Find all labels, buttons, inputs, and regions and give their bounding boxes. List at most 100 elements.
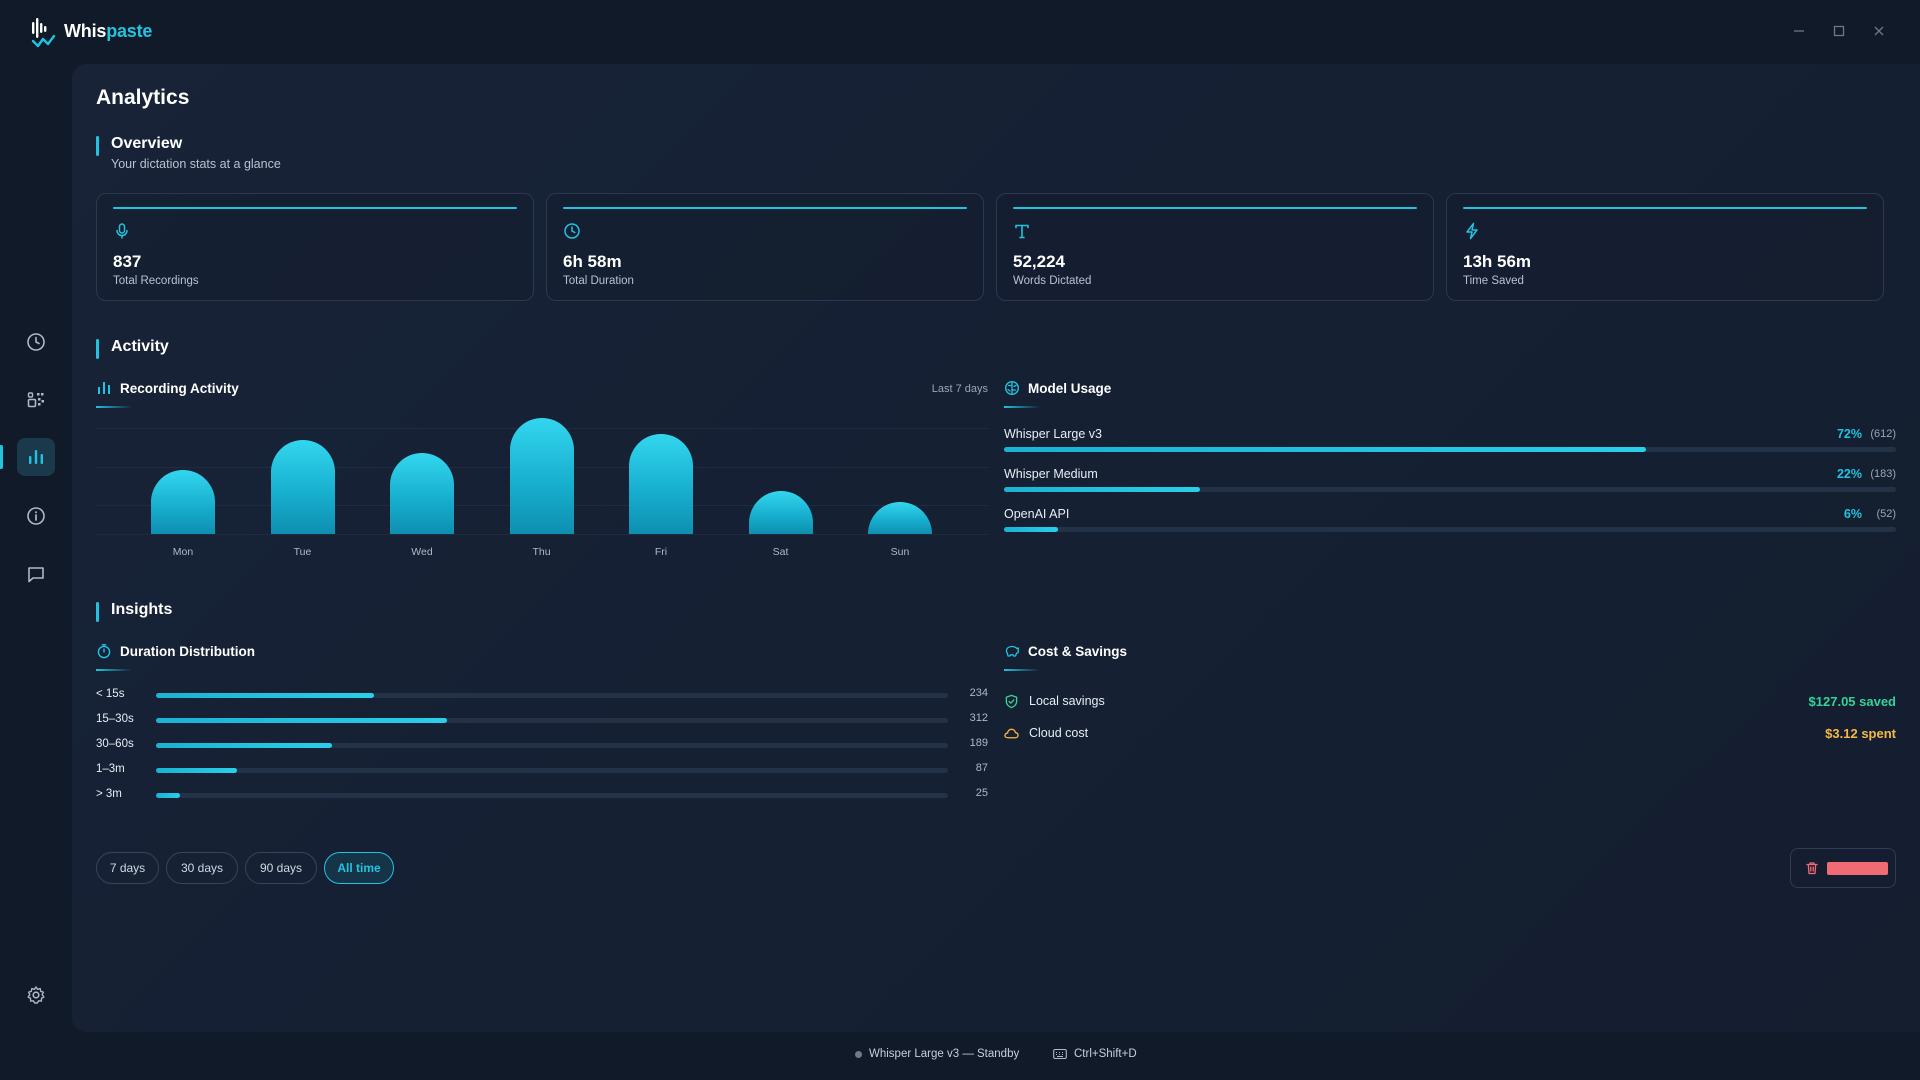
duration-count: 312 (969, 712, 988, 724)
filter-90-days[interactable]: 90 days (245, 852, 317, 884)
model-usage-header: Model Usage (1004, 380, 1111, 396)
minimize-button[interactable] (1790, 22, 1808, 40)
duration-fill (156, 768, 237, 773)
duration-track (156, 718, 948, 723)
brain-icon (1004, 380, 1020, 396)
title-underline (1004, 669, 1040, 671)
cloud-icon (1004, 728, 1019, 738)
usage-fill (1004, 487, 1201, 492)
recording-activity-title: Recording Activity (120, 380, 239, 396)
x-tick-label: Sat (772, 546, 789, 558)
overview-title: Overview (111, 135, 183, 152)
sidebar-item-analytics[interactable] (17, 438, 55, 476)
app-logo: Whispaste (30, 14, 152, 48)
stat-card-time-saved: 13h 56m Time Saved (1446, 193, 1884, 301)
model-name: Whisper Medium (1004, 467, 1098, 481)
insights-section-header: Insights (96, 601, 172, 622)
cost-row-local-savings: Local savings $127.05 saved (1004, 691, 1896, 711)
lightning-icon (1466, 222, 1478, 240)
title-underline (96, 669, 132, 671)
shortcut-text: Ctrl+Shift+D (1074, 1048, 1137, 1060)
title-bar: Whispaste (0, 0, 1920, 60)
model-usage-row: Whisper Medium 22% (183) (1004, 467, 1896, 499)
bar-fri (629, 433, 693, 534)
insights-title: Insights (111, 601, 173, 618)
x-tick-label: Fri (654, 546, 668, 558)
stat-label: Time Saved (1463, 275, 1524, 287)
bar-sun (868, 502, 932, 534)
duration-fill (156, 793, 180, 798)
clear-data-label-redacted (1827, 861, 1888, 875)
x-tick-label: Thu (532, 546, 551, 558)
sidebar-item-settings[interactable] (17, 976, 55, 1014)
clock-icon (27, 333, 45, 351)
recording-activity-header: Recording Activity (96, 380, 239, 396)
filter-30-days[interactable]: 30 days (166, 852, 238, 884)
duration-distribution-header: Duration Distribution (96, 643, 255, 659)
bar-thu (509, 418, 574, 534)
close-button[interactable] (1870, 22, 1888, 40)
model-usage-row: Whisper Large v3 72% (612) (1004, 427, 1896, 459)
cost-row-cloud-cost: Cloud cost $3.12 spent (1004, 723, 1896, 743)
x-tick-label: Sun (890, 546, 910, 558)
duration-label: 30–60s (96, 738, 134, 750)
piggy-bank-icon (1005, 645, 1020, 657)
model-count: (52) (1876, 508, 1896, 520)
filter-7-days[interactable]: 7 days (96, 852, 159, 884)
trash-icon (1806, 862, 1818, 875)
duration-count: 189 (969, 737, 988, 749)
usage-track (1004, 527, 1896, 532)
duration-row: > 3m 25 (96, 786, 988, 806)
duration-count: 87 (975, 762, 988, 774)
status-dot (855, 1050, 862, 1058)
duration-track (156, 793, 948, 798)
app-name: Whispaste (64, 21, 152, 42)
model-percent: 22% (1836, 467, 1862, 481)
sidebar-item-history[interactable] (17, 323, 55, 361)
model-count: (183) (1870, 468, 1896, 480)
cost-value: $3.12 spent (1825, 725, 1896, 741)
minimize-icon (1794, 30, 1804, 32)
duration-fill (156, 693, 374, 698)
stat-value: 52,224 (1013, 252, 1065, 271)
duration-count: 25 (975, 787, 988, 799)
model-usage-title: Model Usage (1028, 380, 1112, 396)
bar-chart-icon (98, 382, 110, 394)
filter-all-time[interactable]: All time (324, 852, 394, 884)
duration-fill (156, 718, 448, 723)
cost-savings-title: Cost & Savings (1028, 643, 1128, 659)
sidebar-item-about[interactable] (17, 497, 55, 535)
waveform-logo-icon (31, 18, 56, 48)
activity-section-header: Activity (96, 338, 169, 359)
maximize-icon (1833, 25, 1845, 37)
cost-value: $127.05 saved (1808, 693, 1896, 709)
section-accent-bar (96, 602, 99, 622)
stopwatch-icon (97, 644, 111, 659)
chat-icon (28, 567, 44, 583)
usage-fill (1004, 447, 1647, 452)
model-status-text: Whisper Large v3 — Standby (869, 1048, 1020, 1060)
maximize-button[interactable] (1830, 22, 1848, 40)
model-status: Whisper Large v3 — Standby (855, 1048, 1019, 1060)
overview-section-header: Overview Your dictation stats at a glanc… (96, 135, 281, 171)
gridline (96, 534, 988, 535)
model-usage-row: OpenAI API 6% (52) (1004, 507, 1896, 539)
cost-label: Local savings (1029, 694, 1105, 708)
page-title: Analytics (96, 86, 190, 109)
bar-chart-icon (29, 450, 43, 464)
stat-card-duration: 6h 58m Total Duration (546, 193, 984, 301)
info-icon (27, 507, 45, 525)
model-percent: 72% (1836, 427, 1862, 441)
sidebar-item-models[interactable] (17, 381, 55, 419)
section-accent-bar (96, 339, 99, 359)
cost-savings-header: Cost & Savings (1004, 643, 1127, 659)
duration-label: < 15s (96, 688, 125, 700)
section-accent-bar (96, 136, 99, 156)
sidebar-item-feedback[interactable] (17, 555, 55, 593)
stat-value: 13h 56m (1463, 252, 1532, 271)
duration-track (156, 693, 948, 698)
activity-title: Activity (111, 338, 169, 355)
stat-card-recordings: 837 Total Recordings (96, 193, 534, 301)
clear-data-button[interactable] (1790, 848, 1896, 888)
model-name: OpenAI API (1004, 507, 1070, 521)
